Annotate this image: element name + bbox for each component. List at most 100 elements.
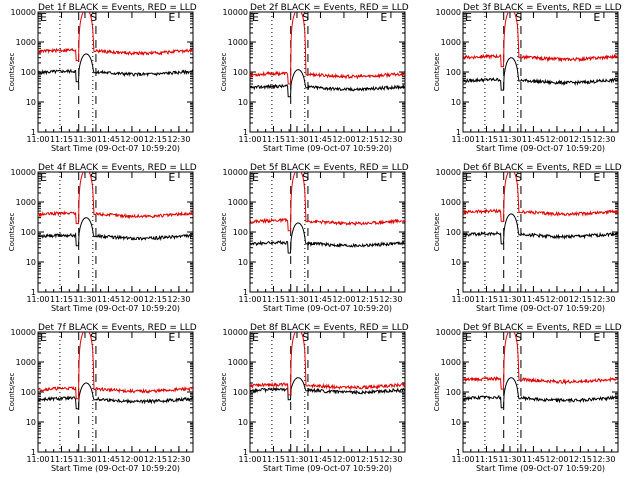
x-tick-label: 11:45 (97, 295, 120, 304)
y-tick-label: 10 (451, 98, 461, 107)
y-tick-label: 1000 (441, 358, 461, 367)
marker-label: E (593, 11, 600, 24)
x-tick-label: 11:15 (475, 455, 498, 464)
y-tick-label: 100 (446, 388, 461, 397)
x-tick-label: 12:30 (379, 135, 402, 144)
events-series-line (250, 69, 405, 98)
chart-panel-3: Det 3f BLACK = Events, RED = LLD 1 10 100 10… (433, 3, 622, 153)
y-tick-label: 10000 (436, 328, 461, 337)
x-tick-label: 11:15 (50, 135, 73, 144)
lld-series-line (250, 332, 405, 396)
y-tick-label: 1 (456, 128, 461, 137)
plot-frame (249, 171, 406, 293)
x-tick-label: 11:00 (26, 455, 49, 464)
lld-series-line (463, 12, 618, 68)
marker-label: E (252, 11, 259, 24)
x-axis-label: Start Time (09-Oct-07 10:59:20) (51, 464, 180, 473)
y-axis-label: Counts/sec (220, 213, 228, 252)
marker-label: E (168, 11, 175, 24)
x-tick-label: 11:15 (262, 455, 285, 464)
x-tick-label: 12:15 (356, 455, 379, 464)
y-tick-label: 100 (446, 228, 461, 237)
x-tick-label: 11:45 (522, 295, 545, 304)
x-tick-label: 11:00 (26, 135, 49, 144)
x-tick-label: 12:00 (120, 295, 143, 304)
x-tick-label: 12:30 (379, 455, 402, 464)
y-tick-label: 10 (451, 418, 461, 427)
marker-label: S (90, 331, 97, 344)
x-tick-label: 11:30 (73, 295, 96, 304)
y-tick-label: 10 (238, 418, 248, 427)
chart-title: Det 3f BLACK = Events, RED = LLD (463, 3, 622, 13)
lld-series-line (250, 172, 405, 232)
x-axis-label: Start Time (09-Oct-07 10:59:20) (476, 464, 605, 473)
marker-label: E (252, 331, 259, 344)
y-tick-label: 10 (238, 98, 248, 107)
lld-series-line (250, 12, 405, 85)
events-series-line (463, 377, 618, 409)
y-tick-label: 1000 (16, 38, 36, 47)
x-tick-label: 11:45 (309, 455, 332, 464)
x-axis-label: Start Time (09-Oct-07 10:59:20) (476, 304, 605, 313)
marker-label: S (302, 331, 309, 344)
y-axis-label: Counts/sec (8, 53, 16, 92)
y-tick-label: 100 (21, 388, 36, 397)
marker-label: E (40, 331, 47, 344)
marker-label: S (302, 171, 309, 184)
x-tick-label: 12:15 (144, 135, 167, 144)
x-tick-label: 11:00 (238, 455, 261, 464)
chart-title: Det 7f BLACK = Events, RED = LLD (38, 323, 197, 333)
x-tick-label: 12:00 (545, 295, 568, 304)
x-tick-label: 12:30 (592, 135, 615, 144)
y-tick-label: 1000 (228, 358, 248, 367)
y-tick-label: 10000 (223, 328, 248, 337)
plot-frame (462, 331, 619, 453)
marker-label: E (168, 331, 175, 344)
chart-panel-6: Det 6f BLACK = Events, RED = LLD 1 10 100 10… (433, 163, 622, 313)
x-tick-label: 12:30 (167, 295, 190, 304)
marker-label: E (465, 331, 472, 344)
events-series-line (250, 377, 405, 401)
chart-panel-2: Det 2f BLACK = Events, RED = LLD 1 10 100 10… (220, 3, 409, 153)
x-tick-label: 11:15 (50, 295, 73, 304)
x-tick-label: 12:00 (332, 295, 355, 304)
y-tick-label: 10000 (11, 328, 36, 337)
chart-title: Det 4f BLACK = Events, RED = LLD (38, 163, 197, 173)
chart-title: Det 8f BLACK = Events, RED = LLD (250, 323, 409, 333)
x-axis-label: Start Time (09-Oct-07 10:59:20) (51, 304, 180, 313)
x-tick-label: 11:00 (26, 295, 49, 304)
events-series-line (38, 382, 193, 410)
y-tick-label: 100 (21, 228, 36, 237)
chart-panel-4: Det 4f BLACK = Events, RED = LLD 1 10 100 10… (8, 163, 197, 313)
y-tick-label: 100 (21, 68, 36, 77)
y-tick-label: 10000 (436, 8, 461, 17)
y-axis-label: Counts/sec (433, 373, 441, 412)
x-tick-label: 11:00 (238, 295, 261, 304)
events-series-line (463, 213, 618, 245)
marker-label: E (380, 331, 387, 344)
x-tick-label: 12:00 (120, 455, 143, 464)
y-tick-label: 10000 (223, 8, 248, 17)
lld-series-line (38, 12, 193, 62)
plot-frame (462, 171, 619, 293)
marker-label: E (168, 171, 175, 184)
y-tick-label: 100 (446, 68, 461, 77)
lld-series-line (463, 172, 618, 222)
x-tick-label: 11:00 (451, 135, 474, 144)
marker-label: E (380, 171, 387, 184)
y-tick-label: 10000 (223, 168, 248, 177)
chart-panel-8: Det 8f BLACK = Events, RED = LLD 1 10 100 10… (220, 323, 409, 473)
x-tick-label: 12:30 (167, 135, 190, 144)
y-tick-label: 1 (243, 128, 248, 137)
chart-title: Det 6f BLACK = Events, RED = LLD (463, 163, 622, 173)
x-axis-label: Start Time (09-Oct-07 10:59:20) (263, 464, 392, 473)
x-tick-label: 11:00 (451, 455, 474, 464)
x-tick-label: 11:45 (522, 135, 545, 144)
marker-label: E (252, 171, 259, 184)
x-tick-label: 11:15 (475, 135, 498, 144)
marker-label: E (40, 11, 47, 24)
marker-label: E (465, 171, 472, 184)
x-tick-label: 12:00 (120, 135, 143, 144)
x-tick-label: 11:30 (498, 135, 521, 144)
